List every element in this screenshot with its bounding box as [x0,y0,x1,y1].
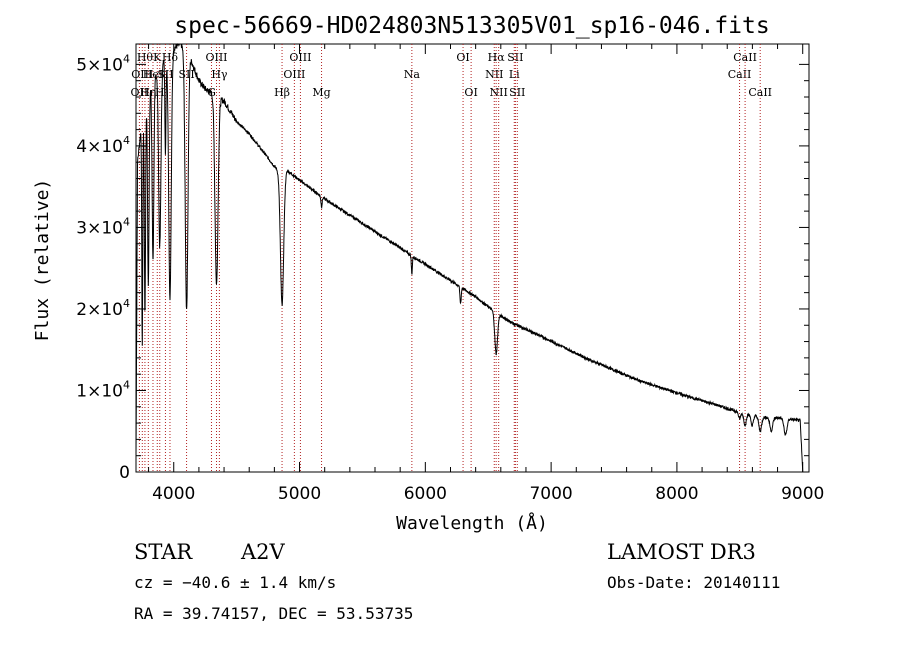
y-tick-label: 3×104 [76,215,130,238]
y-tick-mantissa: 0 [119,463,130,483]
x-tick-label: 6000 [404,484,447,504]
y-tick-label: 1×104 [76,378,130,401]
survey-name: LAMOST DR3 [607,540,756,564]
line-marker-label: OI [456,51,469,64]
line-marker-group: OIIOIIIHθHηHeIKHSIIHδSIIGOIIIHγHβOIIIOII… [131,44,772,472]
y-tick-exponent: 4 [123,378,130,391]
line-marker-label: CaII [748,86,772,99]
x-axis: 4000 5000 6000 7000 8000 9000 [148,44,824,504]
line-marker-label: Na [404,68,421,81]
y-tick-label: 2×104 [76,297,130,320]
line-marker-label: H [155,86,165,99]
line-marker-label: Hγ [211,68,228,81]
line-marker-label: SII [178,68,194,81]
redshift-info: cz = −40.6 ± 1.4 km/s [134,573,336,592]
y-tick-exponent: 4 [123,297,130,310]
line-marker-label: OIII [283,68,305,81]
line-marker-label: Mg [312,86,330,99]
spectral-subclass: A2V [240,540,286,564]
line-marker-label: OIII [289,51,311,64]
x-tick-label: 5000 [278,484,321,504]
spectrum-line [135,43,804,473]
y-tick-label: 4×104 [76,134,130,157]
spectrum-series [135,43,804,473]
x-tick-label: 4000 [152,484,195,504]
line-marker-label: Hβ [274,86,290,99]
obs-date: Obs-Date: 20140111 [607,573,780,592]
line-marker-label: SII [509,86,525,99]
plot-frame [135,43,810,473]
line-marker-label: Hθ [137,51,154,64]
line-marker-label: OIII [205,51,227,64]
line-marker-label: K [153,51,162,64]
y-tick-mantissa: 2×10 [76,300,123,320]
line-marker-label: OII [131,86,149,99]
y-tick-mantissa: 1×10 [76,381,123,401]
x-tick-label: 8000 [655,484,698,504]
y-tick-mantissa: 4×10 [76,137,123,157]
line-marker-label: SII [157,68,173,81]
y-tick-exponent: 4 [123,215,130,228]
y-axis-label: Flux (relative) [32,179,53,342]
object-type: STAR [134,540,193,564]
line-marker-label: SII [507,51,523,64]
line-marker-label: Li [509,68,520,81]
line-marker-label: CaII [728,68,752,81]
y-tick-label: 5×104 [76,52,130,75]
y-tick-exponent: 4 [123,134,130,147]
line-marker-label: NII [485,68,503,81]
x-tick-label: 9000 [781,484,824,504]
coordinates: RA = 39.74157, DEC = 53.53735 [134,604,413,623]
line-marker-label: Hη [140,86,156,99]
x-tick-label: 7000 [529,484,572,504]
y-tick-label: 0 [119,463,130,483]
y-tick-exponent: 4 [123,52,130,65]
x-axis-label: Wavelength (Å) [396,512,548,534]
line-marker-label: CaII [733,51,757,64]
y-tick-mantissa: 3×10 [76,218,123,238]
chart-title: spec-56669-HD024803N513305V01_sp16-046.f… [174,13,769,39]
line-marker-label: Hδ [162,51,179,64]
line-marker-label: OI [464,86,477,99]
line-marker-label: OIII [131,68,153,81]
y-tick-mantissa: 5×10 [76,55,123,75]
line-marker-label: Hα [488,51,506,64]
line-marker-label: HeI [143,68,163,81]
line-marker-label: NII [490,86,508,99]
